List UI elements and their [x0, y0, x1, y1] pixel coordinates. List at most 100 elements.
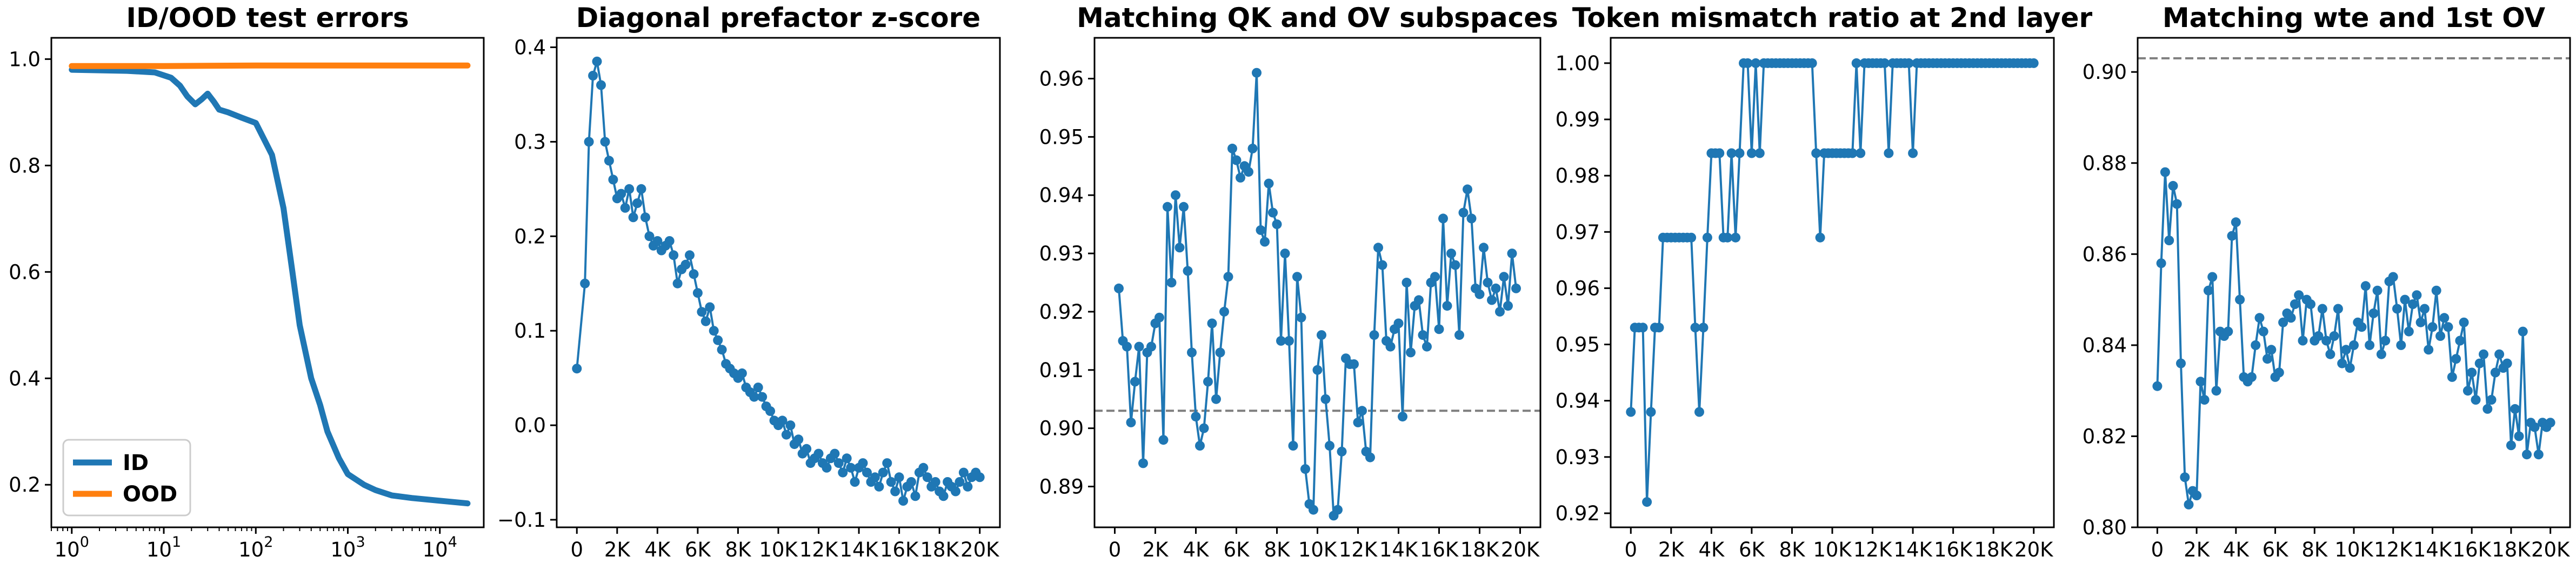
data-point: [1236, 172, 1245, 183]
data-point: [2479, 349, 2488, 359]
data-point: [2274, 367, 2284, 378]
data-point: [737, 368, 747, 378]
data-point: [1815, 232, 1825, 243]
data-point: [2365, 340, 2375, 350]
data-point: [1402, 278, 1412, 287]
data-point: [1187, 347, 1197, 358]
data-point: [1751, 58, 1761, 68]
data-point: [2337, 358, 2347, 368]
data-point: [1171, 190, 1180, 200]
data-point: [870, 472, 880, 482]
data-point: [717, 345, 727, 355]
y-tick-label: 0.90: [2083, 61, 2127, 84]
data-point: [757, 392, 768, 402]
data-point: [1422, 341, 1432, 352]
data-point: [2392, 304, 2402, 314]
x-tick-exponent: 4: [448, 534, 457, 551]
data-point: [1199, 423, 1209, 433]
y-tick-label: 0.8: [9, 154, 41, 177]
data-point: [2412, 290, 2422, 300]
y-tick-label: 0.1: [514, 319, 546, 343]
y-tick-label: 0.93: [1556, 446, 1600, 469]
x-tick-label: 10K: [1298, 538, 1338, 561]
y-tick-label: 0.95: [1556, 333, 1600, 357]
y-tick-label: 0.4: [9, 367, 41, 390]
data-point: [2431, 285, 2441, 296]
data-point: [838, 467, 848, 478]
data-point: [2518, 326, 2528, 337]
data-point: [2494, 349, 2505, 359]
data-point: [2211, 386, 2221, 396]
axes-frame: [556, 37, 1001, 528]
data-point: [1884, 148, 1894, 158]
x-tick-label: 12K: [1339, 538, 1378, 561]
data-point: [1495, 306, 1505, 317]
data-point: [1300, 464, 1310, 474]
data-point: [1126, 417, 1136, 427]
x-tick-label: 10K: [1813, 538, 1852, 561]
data-point: [2357, 322, 2367, 332]
data-point: [1146, 341, 1156, 352]
data-point: [1385, 341, 1396, 352]
data-point: [1626, 407, 1636, 417]
data-point: [930, 477, 940, 487]
data-point: [672, 278, 683, 289]
y-tick-label: 0.82: [2083, 425, 2127, 448]
data-point: [1183, 266, 1193, 276]
data-point: [2227, 231, 2237, 241]
data-point: [1438, 213, 1448, 224]
data-point: [910, 491, 920, 501]
y-tick-label: −0.1: [497, 508, 546, 532]
data-point: [785, 420, 796, 431]
data-point: [580, 278, 590, 289]
data-point: [2482, 404, 2493, 414]
data-point: [2380, 336, 2391, 346]
x-tick-label: 0: [570, 538, 583, 561]
data-point: [2467, 367, 2477, 378]
x-tick-label: 20K: [1501, 538, 1540, 561]
data-point: [2459, 317, 2469, 327]
x-tick-exponent: 0: [80, 534, 89, 551]
y-tick-label: 0.99: [1556, 108, 1600, 131]
chart-panel-5: 0.800.820.840.860.880.900 2K 4K 6K 8K 10K 12K 1…: [2083, 2, 2571, 561]
data-point: [2251, 340, 2261, 350]
data-point: [1811, 148, 1821, 158]
y-tick-label: 1.00: [1556, 52, 1600, 75]
data-point: [1215, 347, 1225, 358]
data-point: [2266, 345, 2277, 355]
x-tick-base: 10: [55, 538, 80, 561]
data-point: [600, 137, 610, 147]
data-point: [624, 184, 635, 194]
x-tick-label: 14K: [2413, 538, 2453, 561]
data-point: [1264, 178, 1274, 189]
data-point: [1491, 283, 1501, 293]
data-point: [2349, 340, 2359, 350]
data-point: [2263, 354, 2272, 364]
data-point: [2396, 340, 2406, 350]
x-tick-exponent: 3: [356, 534, 365, 551]
data-point: [1244, 167, 1253, 177]
data-point: [2471, 395, 2481, 405]
data-point: [1130, 377, 1140, 387]
x-tick-label: 103: [330, 534, 365, 561]
data-point: [1511, 283, 1521, 293]
data-point: [1646, 407, 1656, 417]
data-point: [692, 288, 703, 298]
data-point: [2290, 299, 2300, 309]
data-point: [1734, 148, 1745, 158]
data-point: [700, 316, 711, 326]
data-point: [2235, 294, 2245, 305]
data-point: [2223, 326, 2233, 337]
data-point: [2180, 472, 2190, 482]
data-point: [894, 472, 904, 482]
chart-panel-3: 0.89 0.90 0.91 0.92 0.93 0.94 0.95 0.96 0 2K 4K 6K 8…: [1039, 2, 1558, 561]
data-point: [1353, 417, 1363, 427]
data-point: [1698, 323, 1709, 333]
data-point: [2286, 313, 2296, 323]
data-point: [1714, 148, 1725, 158]
data-point: [1418, 330, 1428, 340]
data-point: [1499, 272, 1509, 282]
y-tick-label: 0.86: [2083, 243, 2127, 266]
x-tick-exponent: 2: [264, 534, 273, 551]
